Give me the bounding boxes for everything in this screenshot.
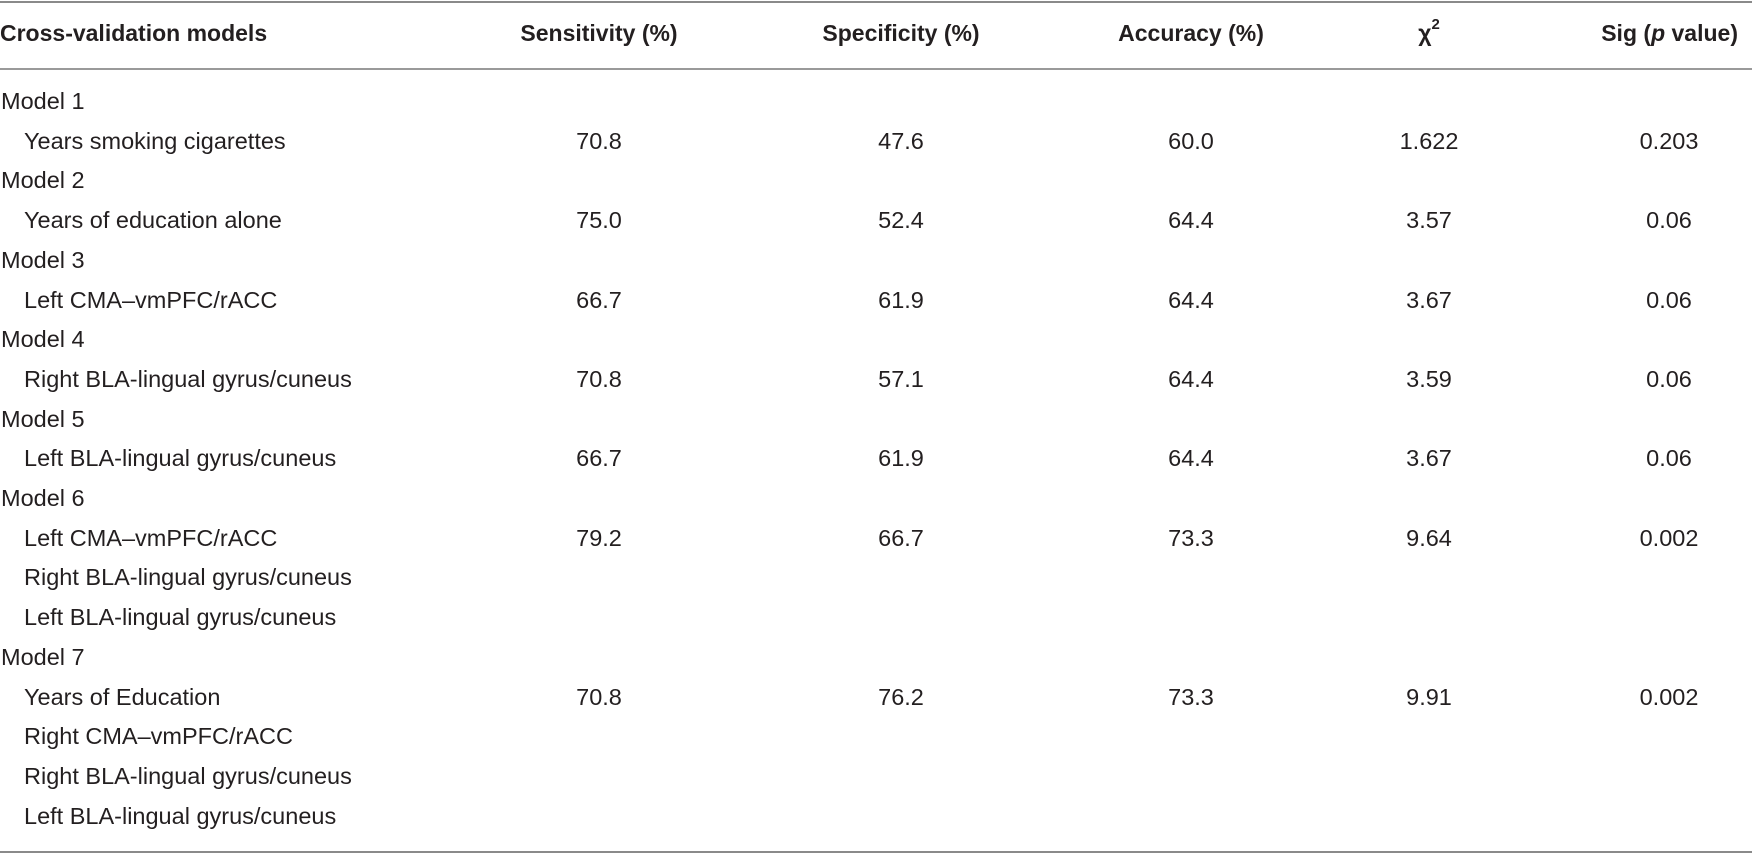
predictor-label: Left BLA-lingual gyrus/cuneus bbox=[24, 445, 337, 472]
table-row: Years of Education 70.8 76.2 73.3 9.91 0.002 bbox=[0, 677, 1752, 717]
table-row: Right BLA-lingual gyrus/cuneus 70.8 57.1 64… bbox=[0, 359, 1752, 399]
sig-cell: 0.06 bbox=[1646, 286, 1692, 313]
predictor-label: Left CMA–vmPFC/rACC bbox=[24, 286, 278, 313]
model-label: Model 2 bbox=[1, 167, 85, 194]
model-heading-row: Model 3 bbox=[0, 240, 1752, 280]
sensitivity-cell: 79.2 bbox=[576, 524, 622, 551]
accuracy-cell: 73.3 bbox=[1168, 524, 1214, 551]
accuracy-cell: 64.4 bbox=[1168, 286, 1214, 313]
chi-square-cell: 1.622 bbox=[1399, 127, 1459, 154]
table-row: Left CMA–vmPFC/rACC 79.2 66.7 73.3 9.64 0.002 bbox=[0, 518, 1752, 558]
predictor-label: Years smoking cigarettes bbox=[24, 127, 286, 154]
chi-square-cell: 3.67 bbox=[1406, 445, 1452, 472]
predictor-label: Left BLA-lingual gyrus/cuneus bbox=[24, 604, 337, 631]
table-row: Years smoking cigarettes 70.8 47.6 60.0 1.62… bbox=[0, 121, 1752, 161]
header-accuracy: Accuracy (%) bbox=[1118, 20, 1264, 46]
chi-square-cell: 3.67 bbox=[1406, 286, 1452, 313]
header-sensitivity: Sensitivity (%) bbox=[520, 20, 678, 46]
predictor-label: Right BLA-lingual gyrus/cuneus bbox=[24, 564, 352, 591]
specificity-cell: 47.6 bbox=[878, 127, 924, 154]
table-row: Left BLA-lingual gyrus/cuneus bbox=[0, 796, 1752, 836]
table-bottom-rule bbox=[0, 851, 1752, 853]
specificity-cell: 52.4 bbox=[878, 207, 924, 234]
model-heading-row: Model 7 bbox=[0, 637, 1752, 677]
header-sig: Sig (p value) bbox=[1601, 19, 1738, 47]
header-specificity: Specificity (%) bbox=[822, 20, 980, 46]
chi-symbol: χ bbox=[1418, 20, 1432, 46]
predictor-label: Years of Education bbox=[24, 683, 221, 710]
sig-cell: 0.06 bbox=[1646, 207, 1692, 234]
accuracy-cell: 73.3 bbox=[1168, 683, 1214, 710]
sig-cell: 0.002 bbox=[1639, 683, 1699, 710]
model-label: Model 3 bbox=[1, 246, 85, 273]
model-heading-row: Model 2 bbox=[0, 160, 1752, 200]
predictor-label: Right CMA–vmPFC/rACC bbox=[24, 723, 293, 750]
model-label: Model 7 bbox=[1, 643, 85, 670]
sensitivity-cell: 75.0 bbox=[576, 207, 622, 234]
model-label: Model 4 bbox=[1, 326, 85, 353]
table-row: Left CMA–vmPFC/rACC 66.7 61.9 64.4 3.67 0.06 bbox=[0, 280, 1752, 320]
header-models: Cross-validation models bbox=[0, 20, 268, 46]
table-header-row: Cross-validation models Sensitivity (%) … bbox=[0, 0, 1752, 68]
chi-square-cell: 3.57 bbox=[1406, 207, 1452, 234]
accuracy-cell: 64.4 bbox=[1168, 365, 1214, 392]
sensitivity-cell: 70.8 bbox=[576, 683, 622, 710]
table-row: Right BLA-lingual gyrus/cuneus bbox=[0, 557, 1752, 597]
specificity-cell: 57.1 bbox=[878, 365, 924, 392]
specificity-cell: 66.7 bbox=[878, 524, 924, 551]
chi-square-cell: 3.59 bbox=[1406, 365, 1452, 392]
accuracy-cell: 64.4 bbox=[1168, 207, 1214, 234]
predictor-label: Left BLA-lingual gyrus/cuneus bbox=[24, 802, 337, 829]
accuracy-cell: 60.0 bbox=[1168, 127, 1214, 154]
specificity-cell: 61.9 bbox=[878, 445, 924, 472]
sig-p: p bbox=[1651, 20, 1666, 46]
model-heading-row: Model 1 bbox=[0, 81, 1752, 121]
model-heading-row: Model 4 bbox=[0, 319, 1752, 359]
sensitivity-cell: 66.7 bbox=[576, 286, 622, 313]
sensitivity-cell: 66.7 bbox=[576, 445, 622, 472]
model-heading-row: Model 5 bbox=[0, 399, 1752, 439]
table-top-rule bbox=[0, 1, 1752, 3]
predictor-label: Left CMA–vmPFC/rACC bbox=[24, 524, 278, 551]
table-row: Left BLA-lingual gyrus/cuneus bbox=[0, 597, 1752, 637]
chi-superscript: 2 bbox=[1431, 16, 1440, 34]
sig-cell: 0.06 bbox=[1646, 445, 1692, 472]
predictor-label: Right BLA-lingual gyrus/cuneus bbox=[24, 365, 352, 392]
sensitivity-cell: 70.8 bbox=[576, 127, 622, 154]
sig-cell: 0.203 bbox=[1639, 127, 1699, 154]
model-label: Model 5 bbox=[1, 405, 85, 432]
predictor-label: Right BLA-lingual gyrus/cuneus bbox=[24, 762, 352, 789]
table-row: Right BLA-lingual gyrus/cuneus bbox=[0, 756, 1752, 796]
model-heading-row: Model 6 bbox=[0, 478, 1752, 518]
table-header-rule bbox=[0, 68, 1752, 70]
sig-prefix: Sig ( bbox=[1601, 20, 1652, 46]
sig-suffix: value) bbox=[1665, 20, 1739, 46]
table-row: Right CMA–vmPFC/rACC bbox=[0, 716, 1752, 756]
predictor-label: Years of education alone bbox=[24, 207, 282, 234]
table-row: Left BLA-lingual gyrus/cuneus 66.7 61.9 64.… bbox=[0, 438, 1752, 478]
specificity-cell: 61.9 bbox=[878, 286, 924, 313]
model-label: Model 6 bbox=[1, 485, 85, 511]
sig-cell: 0.06 bbox=[1646, 365, 1692, 392]
chi-square-cell: 9.91 bbox=[1406, 683, 1452, 710]
accuracy-cell: 64.4 bbox=[1168, 445, 1214, 472]
chi-square-cell: 9.64 bbox=[1406, 524, 1452, 551]
model-label: Model 1 bbox=[1, 88, 85, 114]
header-chi-square: χ2 bbox=[1418, 16, 1440, 47]
table-row: Years of education alone 75.0 52.4 64.4 3.57… bbox=[0, 200, 1752, 240]
sig-cell: 0.002 bbox=[1639, 524, 1699, 551]
sensitivity-cell: 70.8 bbox=[576, 365, 622, 392]
specificity-cell: 76.2 bbox=[878, 683, 924, 710]
